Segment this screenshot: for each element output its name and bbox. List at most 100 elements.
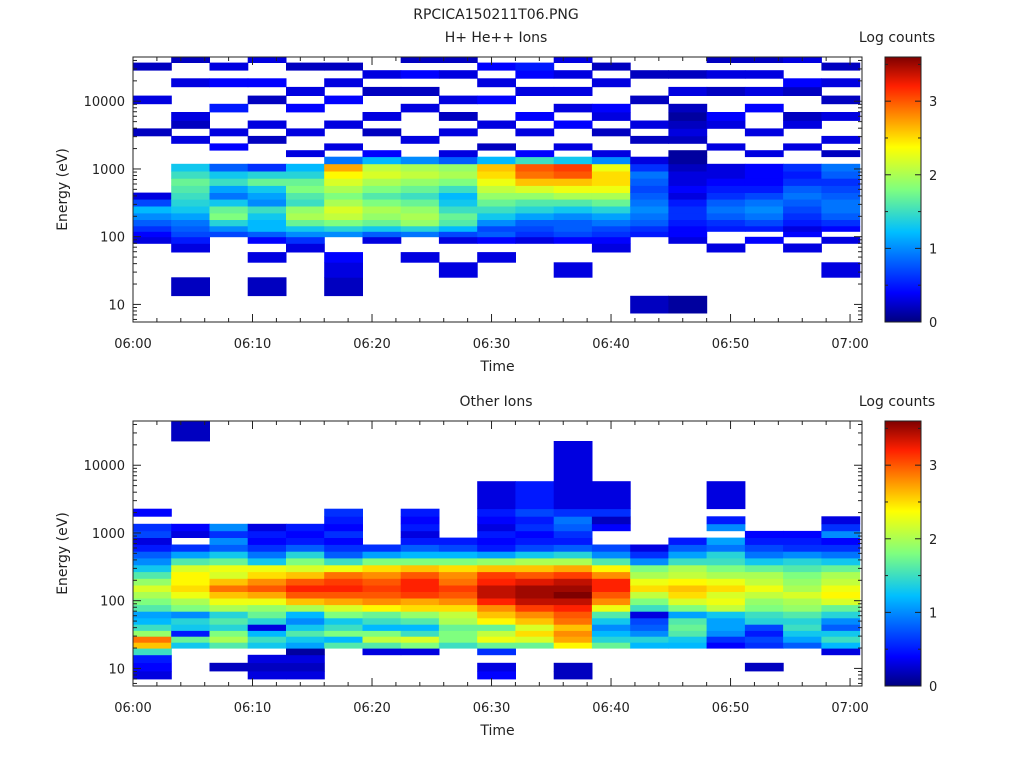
heatmap-cell: [591, 598, 631, 606]
heatmap-cell: [515, 231, 555, 238]
heatmap-cell: [515, 225, 555, 232]
heatmap-cell: [438, 185, 478, 193]
heatmap-cell: [630, 95, 669, 105]
y-tick-label: 10000: [84, 95, 125, 110]
heatmap-cell: [247, 57, 287, 63]
heatmap-cell: [477, 185, 516, 193]
heatmap-cell: [821, 571, 861, 579]
heatmap-cell: [209, 231, 249, 238]
heatmap-cell: [133, 213, 172, 220]
heatmap-cell: [591, 508, 631, 517]
heatmap-cell: [324, 530, 363, 538]
heatmap-cell: [286, 163, 325, 172]
heatmap-cell: [362, 591, 402, 599]
heatmap-cell: [362, 213, 402, 220]
heatmap-cell: [477, 642, 516, 649]
heatmap-cell: [515, 86, 555, 96]
heatmap-cell: [209, 544, 249, 552]
heatmap-cell: [591, 544, 631, 552]
heatmap-cell: [438, 70, 478, 79]
heatmap-cell: [438, 630, 478, 637]
heatmap-cell: [133, 578, 172, 586]
heatmap-cell: [362, 604, 402, 612]
panel-bottom: Other Ions Log counts 06:00 06:10 06:20 06:…: [55, 394, 937, 739]
heatmap-cell: [668, 617, 708, 625]
heatmap-cell: [706, 86, 746, 96]
y-tick-label: 10000: [84, 459, 125, 474]
heatmap-cell: [630, 591, 669, 599]
heatmap-cell: [668, 624, 708, 631]
heatmap-cell: [515, 70, 555, 79]
heatmap-cell: [324, 252, 363, 263]
heatmap-cell: [362, 544, 402, 552]
heatmap-cell: [477, 558, 516, 566]
heatmap-cell: [477, 662, 516, 672]
heatmap-cell: [744, 213, 784, 220]
heatmap-cell: [630, 171, 669, 179]
heatmap-cell: [821, 236, 861, 244]
heatmap-cell: [209, 103, 249, 113]
heatmap-cell: [668, 591, 708, 599]
heatmap-cell: [515, 617, 555, 625]
heatmap-cell: [209, 225, 249, 232]
heatmap-cell: [706, 219, 746, 227]
heatmap-cell: [247, 537, 287, 545]
heatmap-cell: [668, 551, 708, 559]
heatmap-cell: [553, 171, 593, 179]
heatmap-cell: [362, 551, 402, 559]
heatmap-cell: [744, 206, 784, 214]
colorbar-tick-label: 1: [929, 606, 937, 621]
heatmap-cell: [362, 178, 402, 186]
heatmap-cell: [706, 571, 746, 579]
heatmap-cell: [821, 171, 861, 179]
heatmap-cell: [515, 578, 555, 586]
heatmap-cell: [744, 617, 784, 625]
heatmap-cell: [744, 171, 784, 179]
heatmap-cell: [668, 295, 708, 314]
heatmap-cell: [668, 135, 708, 144]
heatmap-cell: [515, 185, 555, 193]
heatmap-cell: [247, 171, 287, 179]
heatmap-cell: [668, 231, 708, 238]
heatmap-cell: [362, 185, 402, 193]
heatmap-cell: [744, 642, 784, 649]
heatmap-cell: [591, 617, 631, 625]
heatmap-cell: [209, 143, 249, 151]
heatmap-cell: [477, 178, 516, 186]
heatmap-cell: [630, 578, 669, 586]
heatmap-cell: [438, 178, 478, 186]
heatmap-cell: [438, 156, 478, 165]
heatmap-cell: [783, 178, 822, 186]
heatmap-cell: [286, 604, 325, 612]
heatmap-cell: [247, 585, 287, 592]
heatmap-cell: [247, 530, 287, 538]
heatmap-cell: [553, 642, 593, 649]
heatmap-cell: [171, 135, 210, 144]
heatmap-cell: [515, 156, 555, 165]
y-tick-label: 10: [108, 298, 125, 313]
heatmap-cell: [668, 558, 708, 566]
heatmap-cell: [630, 624, 669, 631]
heatmap-cell: [477, 630, 516, 637]
heatmap-cell: [362, 163, 402, 172]
heatmap-cell: [591, 231, 631, 238]
heatmap-cell: [591, 150, 631, 158]
heatmap-cell: [630, 585, 669, 592]
heatmap-cell: [247, 236, 287, 244]
heatmap-cell: [477, 537, 516, 545]
heatmap-cell: [286, 185, 325, 193]
heatmap-cell: [209, 530, 249, 538]
heatmap-cell: [400, 178, 440, 186]
heatmap-cell: [133, 662, 172, 672]
heatmap-cell: [133, 585, 172, 592]
heatmap-cell: [515, 544, 555, 552]
heatmap-cell: [821, 135, 861, 144]
heatmap-cell: [591, 213, 631, 220]
heatmap-cell: [171, 213, 210, 220]
heatmap-cell: [744, 199, 784, 207]
heatmap-cell: [515, 213, 555, 220]
heatmap-cell: [286, 206, 325, 214]
heatmap-cell: [286, 662, 325, 672]
heatmap-cell: [515, 523, 555, 532]
heatmap-cell: [706, 551, 746, 559]
